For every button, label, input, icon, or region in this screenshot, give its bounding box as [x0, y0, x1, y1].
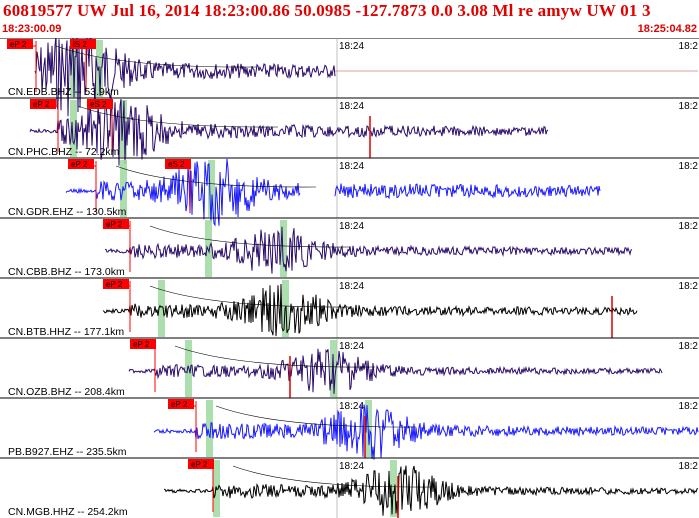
decay-curve — [215, 405, 417, 428]
pick-flag-label: eP 2 — [171, 400, 188, 409]
minute-label: 18:24 — [339, 281, 364, 292]
start-time: 18:23:00.09 — [2, 23, 62, 35]
waveform-trace — [128, 348, 663, 394]
pick-flag-label: eS 2 — [90, 100, 107, 109]
pick-flag-label: eP 2 — [191, 460, 208, 469]
decay-curve — [174, 345, 376, 368]
pick-flag — [168, 399, 194, 409]
pick-window-band — [158, 280, 165, 337]
right-edge-label: 18:2 — [679, 161, 699, 172]
station-label: CN.CBB.BHZ -- 173.0km — [8, 266, 125, 278]
waveform-trace — [163, 465, 699, 518]
pick-flag-label: eP 2 — [71, 160, 88, 169]
waveform-trace — [29, 94, 549, 166]
decay-curve — [115, 165, 317, 188]
pick-flag-label: eP 2 — [133, 340, 150, 349]
end-time: 18:25:04.82 — [637, 23, 697, 35]
waveform-trace — [104, 226, 633, 274]
pick-window-band — [390, 460, 397, 517]
pick-flag — [188, 459, 214, 469]
waveform-trace — [102, 283, 638, 337]
pick-flag-label: eP 2 — [33, 100, 50, 109]
station-label: CN.OZB.BHZ -- 208.4km — [8, 386, 125, 398]
event-title: 60819577 UW Jul 16, 2014 18:23:00.86 50.… — [3, 1, 651, 20]
waveform-trace — [65, 158, 301, 227]
pick-flag — [30, 99, 56, 109]
station-label: CN.EDB.BHZ -- 53.9km — [8, 86, 119, 98]
pick-flag-label: eP 2 — [106, 220, 123, 229]
pick-flag — [165, 159, 191, 169]
decay-curve — [55, 45, 257, 68]
decay-curve — [77, 105, 279, 128]
seismogram-panel: 18:24 18:2 eP 2 iS 2 CN.EDB.BHZ -- 53.9km 18:… — [0, 38, 699, 518]
minute-label: 18:24 — [339, 401, 364, 412]
pick-flag — [103, 219, 129, 229]
right-edge-label: 18:2 — [679, 281, 699, 292]
minute-label: 18:24 — [339, 221, 364, 232]
waveform-trace — [334, 183, 601, 200]
right-edge-label: 18:2 — [679, 221, 699, 232]
decay-curve — [149, 225, 351, 248]
pick-flag — [68, 159, 94, 169]
pick-flag — [87, 99, 113, 109]
right-edge-label: 18:2 — [679, 401, 699, 412]
pick-flag — [70, 39, 96, 49]
station-label: CN.PHC.BHZ -- 72.2km — [8, 146, 120, 158]
pick-window-band — [206, 400, 213, 457]
minute-label: 18:24 — [339, 101, 364, 112]
decay-curve — [149, 285, 351, 308]
pick-window-band — [120, 100, 127, 157]
station-label: PB.B927.EHZ -- 235.5km — [8, 446, 127, 458]
pick-flag — [7, 39, 33, 49]
pick-window-band — [208, 160, 215, 217]
pick-window-band — [280, 220, 287, 277]
pick-flag — [130, 339, 156, 349]
minute-label: 18:24 — [339, 161, 364, 172]
right-edge-label: 18:2 — [679, 341, 699, 352]
decay-curve — [232, 465, 434, 488]
pick-flag-label: iS 2 — [73, 40, 87, 49]
minute-label: 18:24 — [339, 341, 364, 352]
header: 60819577 UW Jul 16, 2014 18:23:00.86 50.… — [0, 0, 699, 38]
station-label: CN.BTB.HHZ -- 177.1km — [8, 326, 124, 338]
waveform-trace — [34, 38, 336, 117]
minute-label: 18:24 — [339, 461, 364, 472]
minute-label: 18:24 — [339, 41, 364, 52]
right-edge-label: 18:2 — [679, 101, 699, 112]
pick-flag — [103, 279, 129, 289]
pick-window-band — [70, 100, 77, 157]
right-edge-label: 18:2 — [679, 461, 699, 472]
pick-flag-label: eS 2 — [168, 160, 185, 169]
station-label: CN.GDR.EHZ -- 130.5km — [8, 206, 127, 218]
waveform-trace — [153, 404, 699, 460]
pick-flag-label: eP 2 — [106, 280, 123, 289]
station-label: CN.MGB.HHZ -- 254.2km — [8, 506, 128, 518]
right-edge-label: 18:2 — [679, 41, 699, 52]
pick-flag-label: eP 2 — [10, 40, 27, 49]
pick-window-band — [205, 220, 212, 277]
